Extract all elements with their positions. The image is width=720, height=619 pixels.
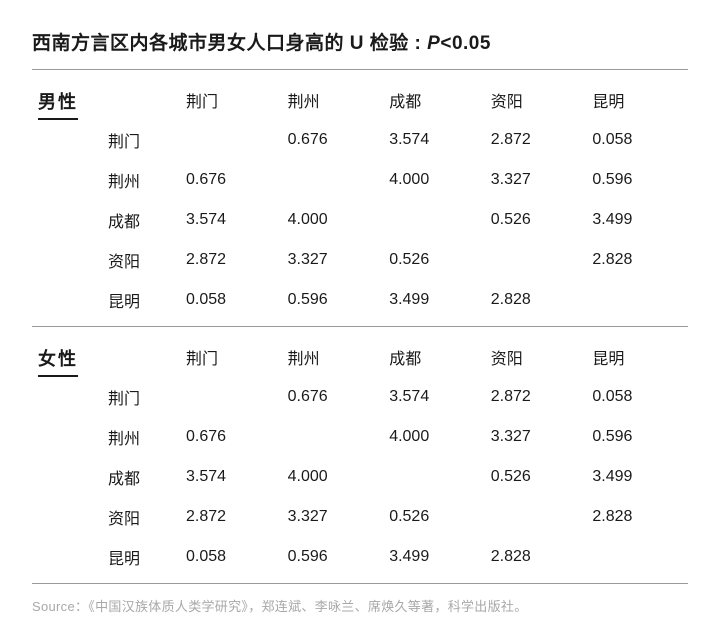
table-cell: 3.574 xyxy=(383,377,485,417)
table-cell xyxy=(485,240,587,280)
table-cell: 3.327 xyxy=(485,160,587,200)
table-cell xyxy=(586,537,688,577)
row-label: 昆明 xyxy=(102,280,180,320)
row-label: 荆州 xyxy=(102,160,180,200)
source-line: Source：《中国汉族体质人类学研究》，郑连斌、李咏兰、席焕久等著，科学出版社… xyxy=(32,584,688,615)
column-header: 资阳 xyxy=(485,337,587,377)
table-cell: 2.828 xyxy=(485,280,587,320)
table-row: 成都3.5744.000 0.5263.499 xyxy=(32,457,688,497)
table-cell: 2.828 xyxy=(485,537,587,577)
table-cell: 0.676 xyxy=(180,417,282,457)
row-label: 资阳 xyxy=(102,240,180,280)
table-row: 荆州0.676 4.0003.3270.596 xyxy=(32,160,688,200)
table-cell: 0.676 xyxy=(180,160,282,200)
group-header: 女性 xyxy=(32,337,102,577)
row-label: 成都 xyxy=(102,200,180,240)
table-cell: 0.676 xyxy=(282,120,384,160)
data-table: 男性荆门荆州成都资阳昆明荆门0.6763.5742.8720.058荆州0.67… xyxy=(32,80,688,320)
data-table: 女性荆门荆州成都资阳昆明荆门0.6763.5742.8720.058荆州0.67… xyxy=(32,337,688,577)
table-row: 资阳2.8723.3270.526 2.828 xyxy=(32,240,688,280)
table-cell: 0.058 xyxy=(180,537,282,577)
table-cell: 2.872 xyxy=(180,497,282,537)
table-cell: 0.058 xyxy=(586,120,688,160)
table-row: 昆明0.0580.5963.4992.828 xyxy=(32,280,688,320)
table-cell: 4.000 xyxy=(282,200,384,240)
table-sections: 男性荆门荆州成都资阳昆明荆门0.6763.5742.8720.058荆州0.67… xyxy=(32,70,688,584)
title-stat-letter: P xyxy=(427,33,440,54)
table-cell: 0.596 xyxy=(586,417,688,457)
column-header: 荆门 xyxy=(180,80,282,120)
table-cell: 3.499 xyxy=(586,200,688,240)
page-title: 西南方言区内各城市男女人口身高的 U 检验 : P<0.05 xyxy=(32,28,688,70)
table-cell xyxy=(180,120,282,160)
table-cell: 0.526 xyxy=(485,457,587,497)
row-label-header xyxy=(102,337,180,377)
table-row: 成都3.5744.000 0.5263.499 xyxy=(32,200,688,240)
row-label: 荆门 xyxy=(102,120,180,160)
table-row: 荆门 0.6763.5742.8720.058 xyxy=(32,377,688,417)
table-cell: 3.499 xyxy=(383,537,485,577)
table-section: 女性荆门荆州成都资阳昆明荆门0.6763.5742.8720.058荆州0.67… xyxy=(32,327,688,584)
table-cell: 0.676 xyxy=(282,377,384,417)
row-label: 荆门 xyxy=(102,377,180,417)
table-cell: 3.574 xyxy=(180,457,282,497)
table-cell: 3.327 xyxy=(282,240,384,280)
row-label: 成都 xyxy=(102,457,180,497)
table-cell: 3.327 xyxy=(485,417,587,457)
row-label: 昆明 xyxy=(102,537,180,577)
table-cell: 0.058 xyxy=(586,377,688,417)
title-main: 西南方言区内各城市男女人口身高的 U 检验 : xyxy=(32,33,427,54)
table-cell: 2.872 xyxy=(485,377,587,417)
column-header: 昆明 xyxy=(586,337,688,377)
table-cell: 3.574 xyxy=(180,200,282,240)
table-cell: 4.000 xyxy=(383,160,485,200)
table-cell: 2.872 xyxy=(485,120,587,160)
table-cell xyxy=(383,457,485,497)
table-row: 昆明0.0580.5963.4992.828 xyxy=(32,537,688,577)
group-label: 女性 xyxy=(38,345,78,377)
table-row: 资阳2.8723.3270.526 2.828 xyxy=(32,497,688,537)
table-cell: 0.596 xyxy=(282,280,384,320)
column-header: 成都 xyxy=(383,80,485,120)
table-cell xyxy=(586,280,688,320)
table-cell: 3.574 xyxy=(383,120,485,160)
table-section: 男性荆门荆州成都资阳昆明荆门0.6763.5742.8720.058荆州0.67… xyxy=(32,70,688,327)
table-cell xyxy=(485,497,587,537)
table-header-row: 女性 荆门荆州成都资阳昆明 xyxy=(32,337,688,377)
group-label: 男性 xyxy=(38,88,78,120)
table-cell xyxy=(383,200,485,240)
table-cell xyxy=(180,377,282,417)
row-label: 荆州 xyxy=(102,417,180,457)
column-header: 荆州 xyxy=(282,337,384,377)
table-cell: 4.000 xyxy=(282,457,384,497)
table-cell: 0.526 xyxy=(383,240,485,280)
table-cell: 0.526 xyxy=(383,497,485,537)
table-cell: 2.828 xyxy=(586,240,688,280)
row-label-header xyxy=(102,80,180,120)
column-header: 资阳 xyxy=(485,80,587,120)
table-cell xyxy=(282,417,384,457)
table-cell: 2.828 xyxy=(586,497,688,537)
table-row: 荆门 0.6763.5742.8720.058 xyxy=(32,120,688,160)
column-header: 荆州 xyxy=(282,80,384,120)
table-header-row: 男性 荆门荆州成都资阳昆明 xyxy=(32,80,688,120)
group-header: 男性 xyxy=(32,80,102,320)
table-cell: 2.872 xyxy=(180,240,282,280)
table-cell: 0.596 xyxy=(586,160,688,200)
table-cell: 3.499 xyxy=(383,280,485,320)
table-row: 荆州0.676 4.0003.3270.596 xyxy=(32,417,688,457)
table-cell: 4.000 xyxy=(383,417,485,457)
title-stat-rest: <0.05 xyxy=(440,33,491,54)
column-header: 荆门 xyxy=(180,337,282,377)
table-cell: 3.499 xyxy=(586,457,688,497)
table-cell: 3.327 xyxy=(282,497,384,537)
table-cell: 0.058 xyxy=(180,280,282,320)
column-header: 昆明 xyxy=(586,80,688,120)
row-label: 资阳 xyxy=(102,497,180,537)
table-cell: 0.526 xyxy=(485,200,587,240)
column-header: 成都 xyxy=(383,337,485,377)
table-cell: 0.596 xyxy=(282,537,384,577)
table-cell xyxy=(282,160,384,200)
